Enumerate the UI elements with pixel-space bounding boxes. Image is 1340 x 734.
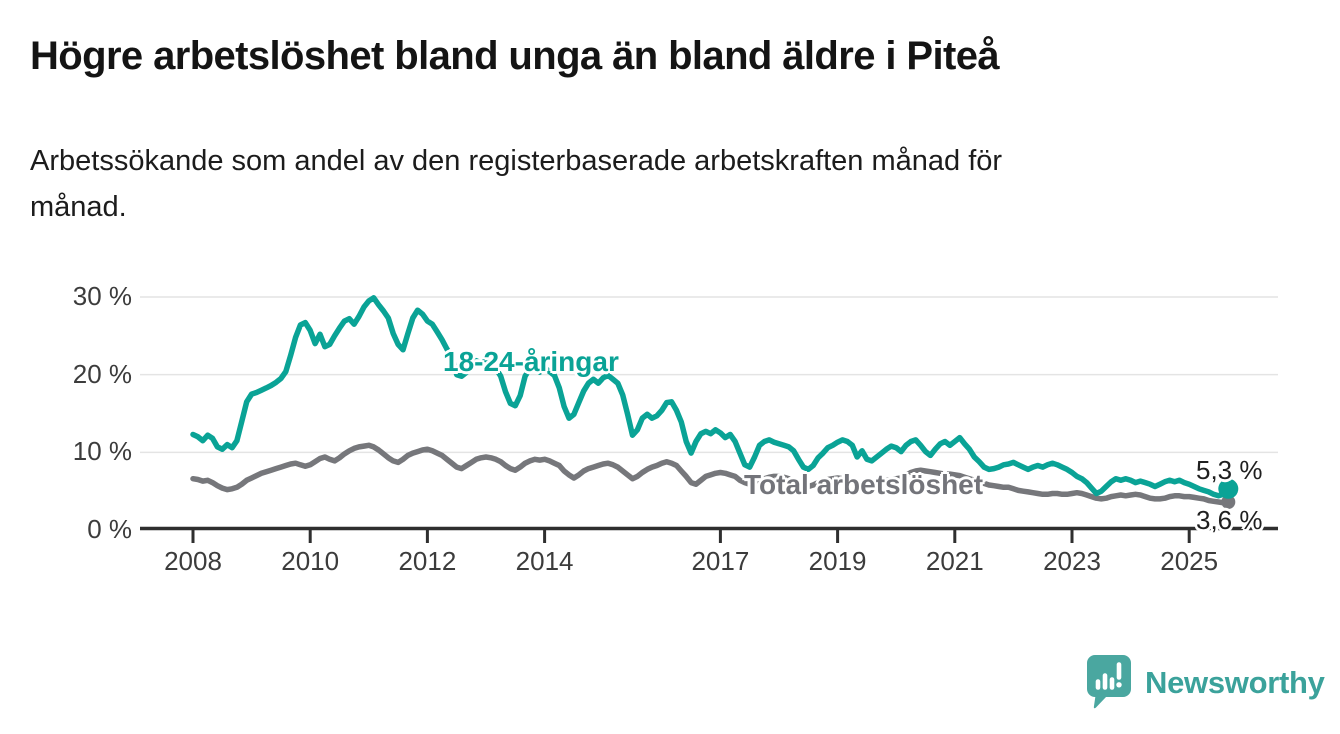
end-dot-youth [1218,478,1239,499]
subtitle-line-1: Arbetssökande som andel av den registerb… [30,145,1003,177]
series-line-total [190,442,1232,506]
chart-subtitle: Arbetssökande som andel av den registerb… [30,138,1002,230]
newsworthy-branding: Newsworthy [1086,654,1325,711]
end-dot-total [1221,495,1236,509]
series-label-youth: 18-24-åringar [443,346,619,377]
newsworthy-speech-bubble-bar-chart-icon [1087,655,1131,709]
end-value-label-youth: 5,3 % [1196,455,1263,485]
newsworthy-wordmark: Newsworthy [1145,664,1325,700]
end-value-label-total: 3,6 % [1196,505,1263,535]
subtitle-line-2: månad. [30,191,127,223]
series-line-youth [190,295,1232,499]
series-label-total: Total arbetslöshet [744,469,984,500]
chart-title: Högre arbetslöshet bland unga än bland ä… [30,34,1000,78]
